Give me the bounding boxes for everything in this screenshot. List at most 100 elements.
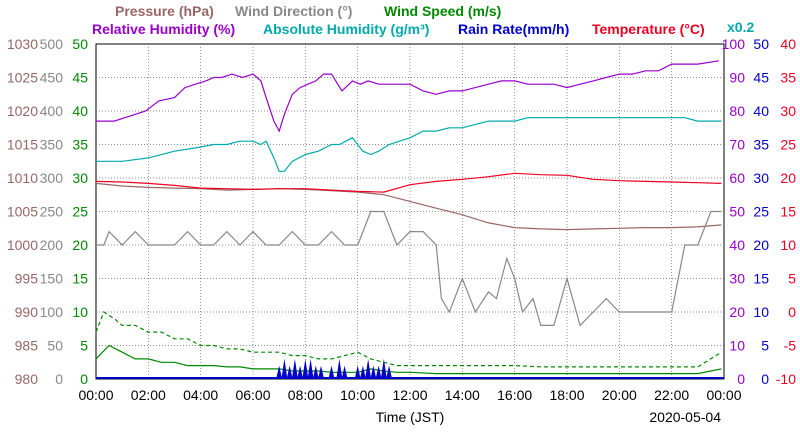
y-tick-rain-rate: 5	[761, 338, 769, 354]
y-tick-wind-direction: 200	[40, 237, 64, 253]
series-relative-humidity	[96, 60, 719, 133]
y-tick-temperature: 40	[780, 36, 796, 52]
rain-rate-bar	[318, 365, 325, 379]
y-tick-temperature: 0	[788, 304, 796, 320]
y-tick-wind-speed: 25	[72, 204, 88, 220]
y-tick-pressure: 1000	[7, 237, 38, 253]
y-tick-wind-speed: 15	[72, 271, 88, 287]
y-tick-temperature: 25	[780, 137, 796, 153]
y-tick-humidity: 50	[729, 204, 745, 220]
rain-rate-bar	[302, 358, 309, 379]
legend-wind-speed: Wind Speed (m/s)	[384, 3, 501, 19]
x-tick-label: 02:00	[131, 387, 166, 403]
y-tick-wind-speed: 35	[72, 137, 88, 153]
plot-frame	[95, 43, 725, 380]
x-tick-label: 22:00	[654, 387, 689, 403]
rain-rate-bar	[291, 358, 298, 379]
y-tick-wind-direction: 400	[40, 103, 64, 119]
y-tick-rain-rate: 25	[753, 204, 769, 220]
x-tick-label: 08:00	[288, 387, 323, 403]
x-tick-label: 00:00	[78, 387, 113, 403]
x-tick-label: 14:00	[445, 387, 480, 403]
legend-wind-direction: Wind Direction (°)	[235, 3, 352, 19]
y-tick-wind-speed: 40	[72, 103, 88, 119]
x-tick-label: 10:00	[340, 387, 375, 403]
y-tick-wind-direction: 150	[40, 271, 64, 287]
legend-rain-rate: Rain Rate(mm/h)	[458, 21, 569, 37]
y-tick-rain-rate: 15	[753, 271, 769, 287]
grid	[96, 44, 724, 379]
y-tick-rain-rate: 10	[753, 304, 769, 320]
y-tick-pressure: 1005	[7, 204, 38, 220]
y-tick-wind-speed: 30	[72, 170, 88, 186]
y-tick-wind-speed: 0	[80, 371, 88, 387]
rain-rate-bar	[297, 365, 304, 379]
y-tick-pressure: 995	[15, 271, 39, 287]
y-tick-temperature: 35	[780, 70, 796, 86]
y-tick-wind-direction: 450	[40, 70, 64, 86]
rain-rate-bar	[328, 365, 335, 379]
y-tick-humidity: 10	[729, 338, 745, 354]
series-absolute-humidity-g-m	[96, 117, 722, 172]
y-tick-pressure: 1025	[7, 70, 38, 86]
y-tick-temperature: 5	[788, 271, 796, 287]
y-tick-rain-rate: 30	[753, 170, 769, 186]
rain-rate-bar	[370, 365, 377, 379]
y-tick-humidity: 0	[737, 371, 745, 387]
y-tick-humidity: 20	[729, 304, 745, 320]
legend-multiplier: x0.2	[727, 19, 754, 35]
x-tick-label: 18:00	[549, 387, 584, 403]
x-axis-label: Time (JST)	[376, 409, 445, 425]
y-tick-wind-speed: 10	[72, 304, 88, 320]
y-tick-humidity: 40	[729, 237, 745, 253]
y-tick-pressure: 1015	[7, 137, 38, 153]
rain-rate-bar	[354, 365, 361, 379]
y-tick-pressure: 1020	[7, 103, 38, 119]
y-tick-pressure: 985	[15, 338, 39, 354]
rain-rate-bar	[359, 365, 366, 379]
x-tick-label: 06:00	[235, 387, 270, 403]
series-temperature-c	[95, 172, 722, 193]
y-tick-rain-rate: 50	[753, 36, 769, 52]
y-tick-wind-speed: 50	[72, 36, 88, 52]
rain-rate-bar	[281, 358, 288, 379]
x-tick-label: 16:00	[497, 387, 532, 403]
rain-rate-bar	[341, 365, 348, 379]
y-tick-wind-speed: 45	[72, 70, 88, 86]
rain-rate-bar	[276, 365, 283, 379]
rain-rate-bar	[307, 358, 314, 379]
legend-relative-humidity: Relative Humidity (%)	[92, 21, 235, 37]
y-tick-humidity: 70	[729, 137, 745, 153]
y-tick-temperature: 10	[780, 237, 796, 253]
y-tick-humidity: 80	[729, 103, 745, 119]
rain-rate-bar	[336, 358, 343, 379]
rain-rate-bar	[365, 358, 372, 379]
chart-date: 2020-05-04	[649, 409, 721, 425]
y-tick-pressure: 1010	[7, 170, 38, 186]
series-wind-direction	[96, 210, 722, 327]
y-tick-wind-direction: 100	[40, 304, 64, 320]
series-wind-speed-gust-m-s	[95, 311, 722, 368]
y-tick-wind-direction: 300	[40, 170, 64, 186]
y-tick-rain-rate: 0	[761, 371, 769, 387]
legend-row-2: Relative Humidity (%) Absolute Humidity …	[92, 19, 754, 37]
y-tick-wind-direction: 500	[40, 36, 64, 52]
y-tick-humidity: 60	[729, 170, 745, 186]
y-tick-rain-rate: 35	[753, 137, 769, 153]
y-tick-pressure: 980	[15, 371, 39, 387]
y-tick-wind-direction: 50	[47, 338, 63, 354]
y-tick-pressure: 1030	[7, 36, 38, 52]
y-tick-temperature: 20	[780, 170, 796, 186]
rain-rate-bar	[380, 358, 387, 379]
rain-rate-bar	[386, 365, 393, 379]
x-tick-label: 04:00	[183, 387, 218, 403]
y-tick-temperature: -5	[784, 338, 797, 354]
legend-pressure: Pressure (hPa)	[115, 3, 214, 19]
y-tick-rain-rate: 40	[753, 103, 769, 119]
y-tick-wind-direction: 350	[40, 137, 64, 153]
x-ticks: 00:00 02:00 04:00 06:00 08:00 10:00 12:00 14:00…	[78, 387, 741, 403]
y-tick-wind-direction: 250	[40, 204, 64, 220]
legend-row-1: Pressure (hPa) Wind Direction (°) Wind S…	[115, 3, 501, 19]
x-tick-label: 00:00	[706, 387, 741, 403]
